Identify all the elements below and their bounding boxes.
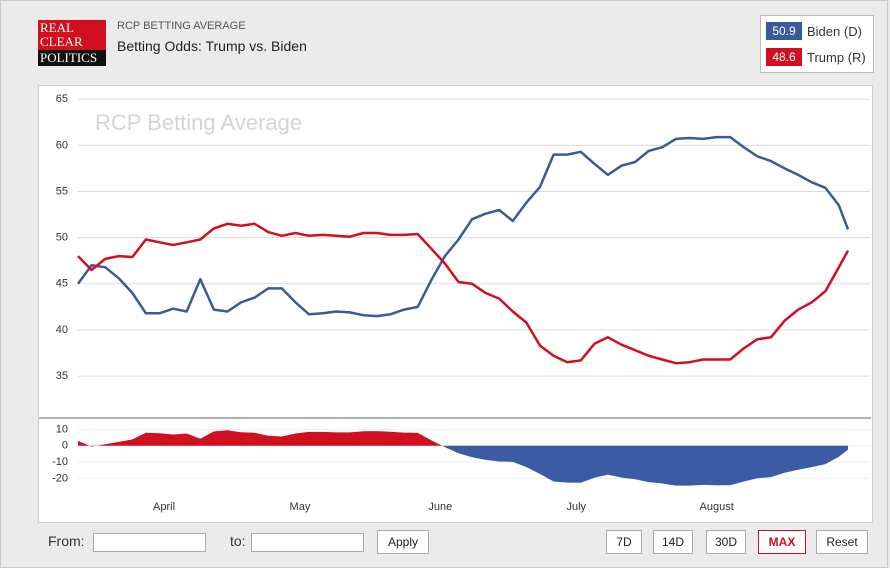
legend-value: 48.6	[766, 48, 802, 66]
legend-value: 50.9	[766, 22, 802, 40]
logo-red	[38, 20, 106, 50]
y-tick-label: 40	[56, 324, 68, 336]
y-tick-label: -10	[52, 456, 68, 468]
series-line	[77, 222, 850, 365]
logo-word: CLEAR	[40, 34, 83, 49]
watermark: RCP Betting Average	[95, 110, 302, 135]
from-input[interactable]	[93, 533, 206, 552]
range-button[interactable]: 30D	[706, 530, 746, 554]
apply-button[interactable]: Apply	[377, 530, 429, 554]
y-tick-label: 65	[56, 93, 68, 105]
logo-word: REAL	[40, 20, 74, 35]
kicker: RCP BETTING AVERAGE	[117, 20, 246, 32]
logo-black	[38, 50, 106, 66]
y-tick-label: 10	[56, 423, 68, 435]
range-button[interactable]: 14D	[653, 530, 693, 554]
legend-entry: 50.9 Biden (D)	[766, 22, 862, 40]
to-input[interactable]	[251, 533, 364, 552]
legend-label: Biden (D)	[807, 23, 862, 39]
legend-label: Trump (R)	[807, 49, 866, 65]
reset-button[interactable]: Reset	[816, 530, 868, 554]
series-line	[76, 135, 850, 318]
y-tick-label: 60	[56, 139, 68, 151]
x-tick-label: June	[428, 501, 452, 513]
range-button[interactable]: 7D	[606, 530, 642, 554]
y-tick-label: 50	[56, 232, 68, 244]
to-label: to:	[230, 533, 246, 549]
y-tick-label: 0	[62, 440, 68, 452]
range-button[interactable]: MAX	[758, 530, 806, 554]
from-label: From:	[48, 533, 85, 549]
x-tick-label: July	[566, 501, 586, 513]
legend: 50.9 Biden (D) 48.6 Trump (R)	[760, 15, 874, 73]
y-tick-label: 45	[56, 278, 68, 290]
x-tick-label: April	[153, 501, 175, 513]
x-tick-label: August	[700, 501, 734, 513]
y-tick-label: 55	[56, 185, 68, 197]
x-tick-label: May	[290, 501, 311, 513]
logo: REAL CLEAR POLITICS	[38, 20, 106, 66]
legend-entry: 48.6 Trump (R)	[766, 48, 866, 66]
y-tick-label: -20	[52, 472, 68, 484]
title: Betting Odds: Trump vs. Biden	[117, 38, 307, 54]
spread-area	[78, 430, 848, 486]
y-tick-label: 35	[56, 370, 68, 382]
logo-word: POLITICS	[40, 50, 97, 65]
chart: RCP Betting Average 35 40 45 50 55 60 65 -20 -10 0…	[39, 93, 871, 513]
